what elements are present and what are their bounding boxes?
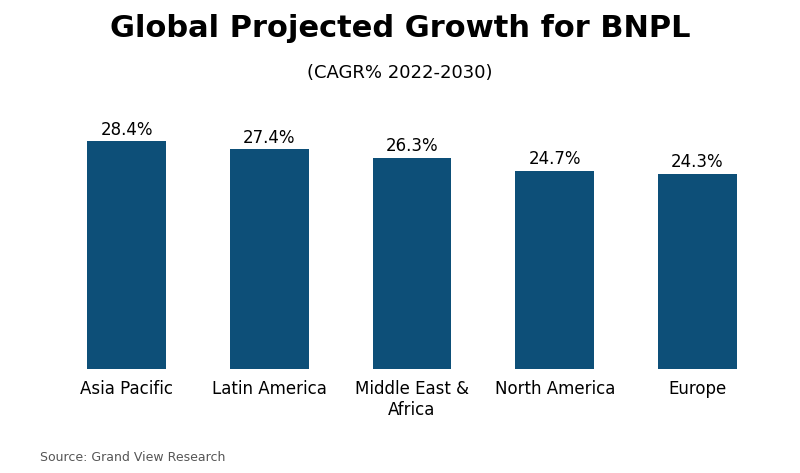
Text: 26.3%: 26.3% bbox=[386, 138, 438, 156]
Text: Source: Grand View Research: Source: Grand View Research bbox=[40, 451, 226, 464]
Text: 24.7%: 24.7% bbox=[529, 150, 581, 168]
Text: (CAGR% 2022-2030): (CAGR% 2022-2030) bbox=[307, 64, 493, 82]
Bar bbox=[658, 174, 737, 369]
Text: Global Projected Growth for BNPL: Global Projected Growth for BNPL bbox=[110, 14, 690, 43]
Bar bbox=[373, 158, 451, 369]
Text: 27.4%: 27.4% bbox=[243, 129, 295, 147]
Bar bbox=[230, 149, 309, 369]
Bar bbox=[87, 141, 166, 369]
Bar bbox=[515, 171, 594, 369]
Text: 28.4%: 28.4% bbox=[100, 121, 153, 139]
Text: 24.3%: 24.3% bbox=[671, 153, 724, 172]
